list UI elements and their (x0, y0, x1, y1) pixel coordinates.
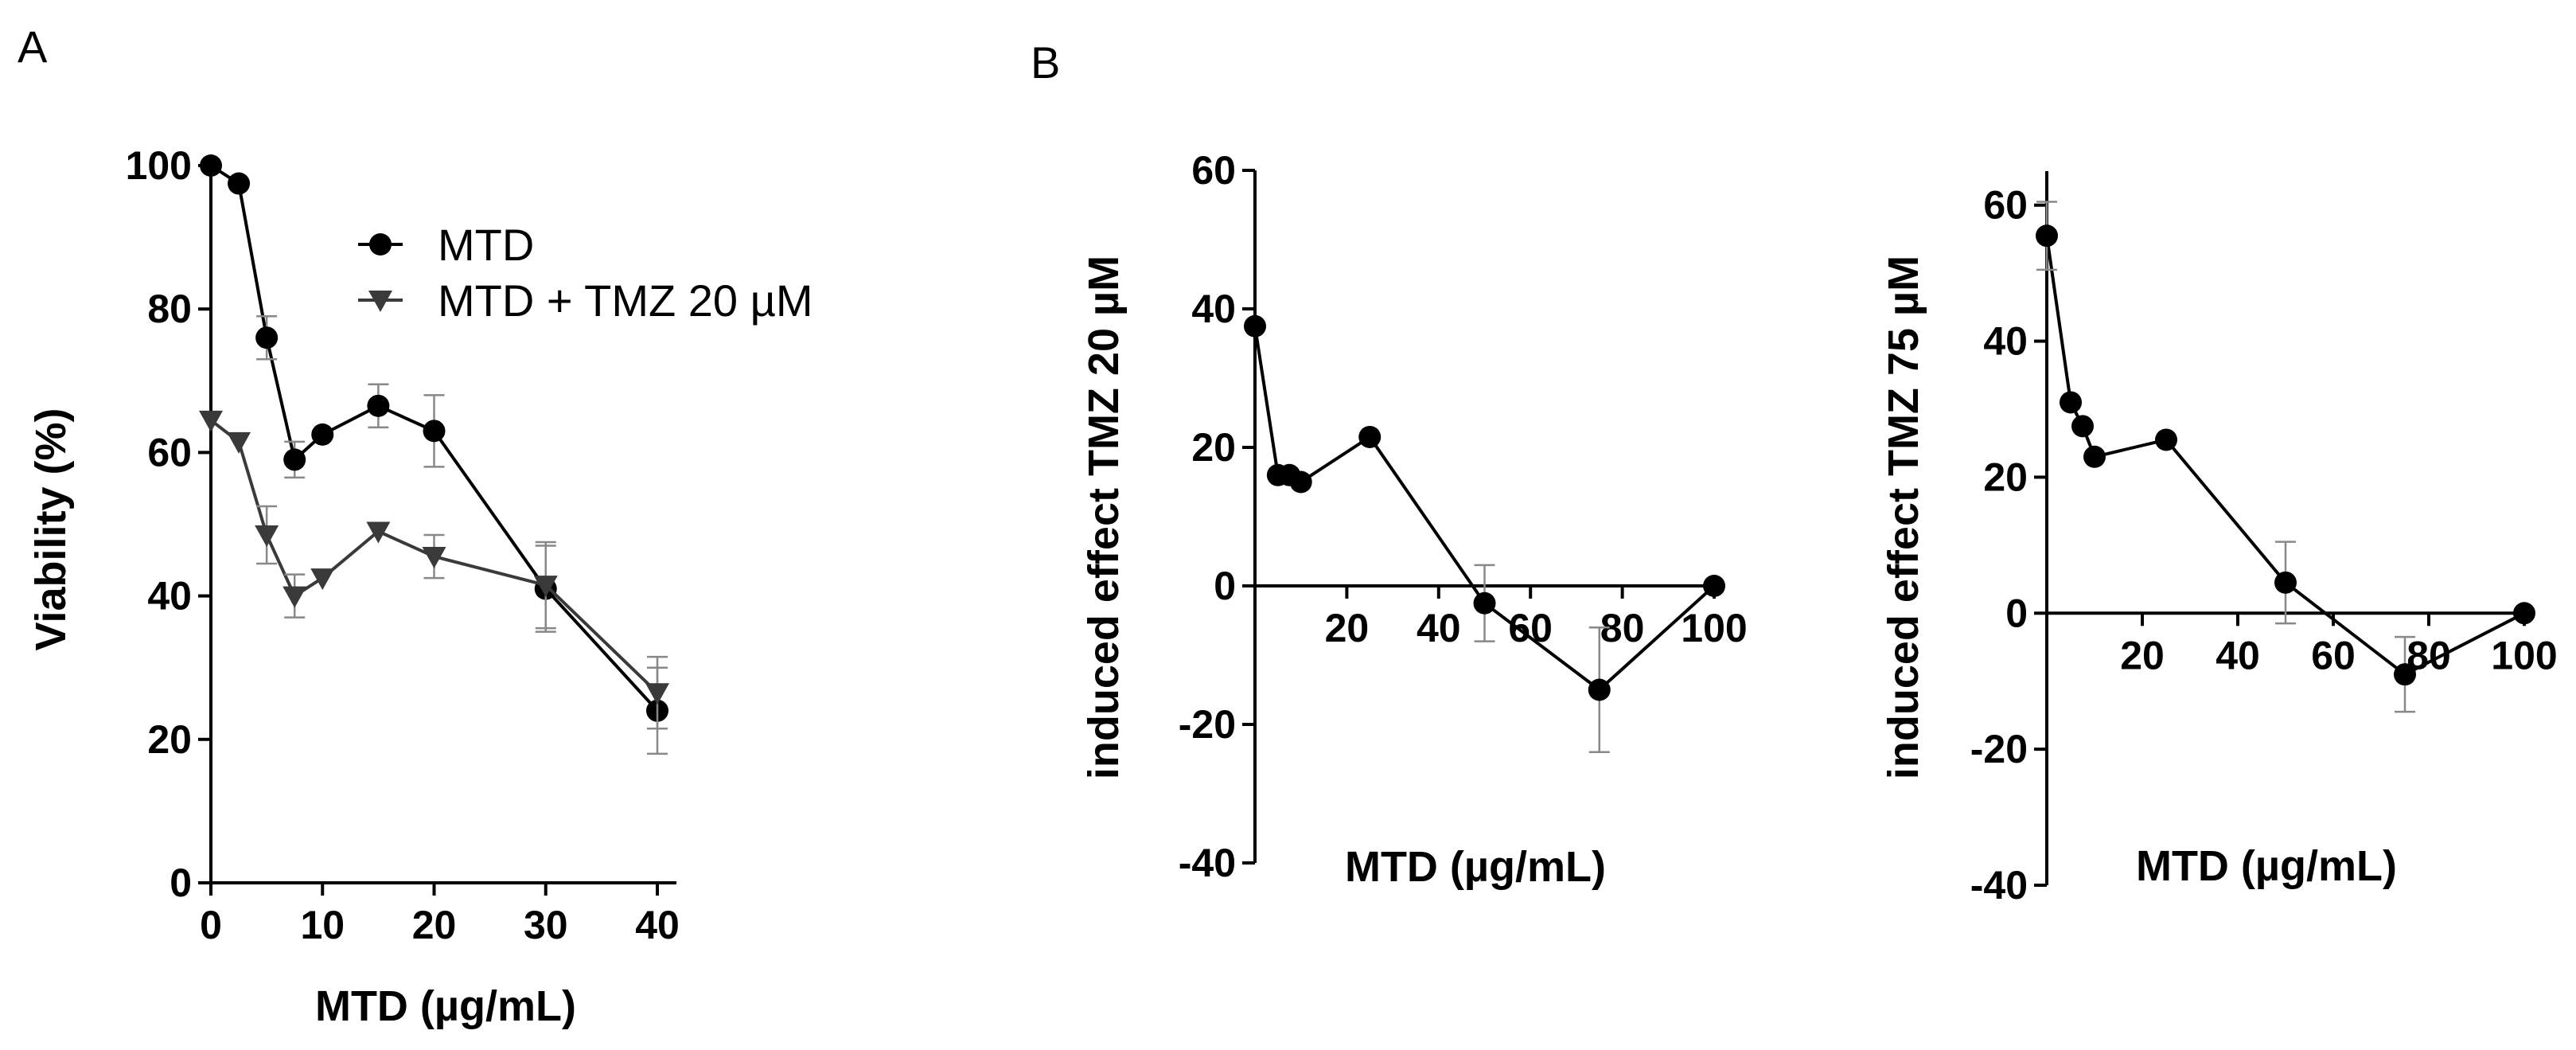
y-axis-title: Viability (%) (27, 408, 75, 650)
y-tick-label: 0 (170, 861, 192, 905)
x-tick-label: 20 (2120, 633, 2165, 677)
data-point (533, 576, 558, 598)
chart-viability: 0 20 40 60 80 100 0 10 20 30 40 MTD (µg/mL) Viabilit… (27, 143, 813, 1030)
series-2 (199, 410, 669, 730)
x-tick-label: 100 (1681, 606, 1747, 650)
x-tick-label: 40 (1417, 606, 1461, 650)
legend-marker (368, 291, 392, 312)
y-tick-label: 0 (1214, 564, 1236, 608)
y-tick-label: 40 (1191, 287, 1236, 331)
x-tick-label: 20 (412, 903, 457, 947)
data-point (2060, 391, 2082, 414)
data-point (2513, 602, 2535, 625)
data-point (2036, 224, 2058, 248)
panel-letter-b: B (1031, 37, 1060, 88)
data-point (366, 521, 391, 544)
data-point (2071, 415, 2094, 438)
data-point (200, 154, 222, 177)
x-tick-label: 40 (2216, 633, 2260, 677)
y-tick-label: -20 (1970, 727, 2028, 771)
legend-label: MTD (438, 220, 534, 270)
y-tick-label: 100 (126, 143, 192, 188)
data-point (1588, 678, 1611, 701)
x-tick-label: 20 (1325, 606, 1370, 650)
x-tick-label: 60 (2311, 633, 2356, 677)
data-point (645, 683, 669, 705)
data-point (310, 568, 335, 591)
y-tick-label: 40 (147, 574, 192, 619)
data-point (1244, 314, 1266, 338)
series-1 (2036, 201, 2535, 713)
y-tick-label: 60 (147, 430, 192, 474)
legend-label: MTD + TMZ 20 µM (438, 275, 813, 326)
panel-letter-a: A (18, 21, 48, 72)
x-tick-label: 30 (524, 903, 568, 947)
y-tick-label: 20 (147, 717, 192, 762)
series-1 (200, 154, 668, 755)
x-tick-label: 100 (2491, 633, 2557, 677)
y-axis-title: induced effect TMZ 20 µM (1080, 256, 1128, 779)
y-tick-label: 0 (2005, 591, 2028, 635)
y-tick-label: 60 (1191, 148, 1236, 193)
x-axis-title: MTD (µg/mL) (315, 982, 576, 1030)
y-tick-label: 40 (1983, 319, 2028, 364)
data-point (228, 172, 251, 195)
data-point (255, 326, 279, 349)
data-point (2274, 571, 2297, 594)
data-point (423, 420, 446, 443)
x-tick-label: 0 (200, 903, 222, 947)
data-point (2083, 445, 2106, 468)
data-point (255, 525, 279, 548)
x-tick-label: 10 (300, 903, 345, 947)
x-tick-label: 40 (635, 903, 680, 947)
data-point (1289, 470, 1312, 494)
y-tick-label: -20 (1179, 702, 1236, 747)
data-point (227, 431, 251, 454)
y-tick-label: -40 (1970, 863, 2028, 908)
data-point (1473, 591, 1496, 615)
data-point (199, 410, 223, 432)
y-tick-label: 80 (147, 287, 192, 331)
y-axis-title: induced effect TMZ 75 µM (1880, 256, 1927, 779)
y-tick-label: 60 (1983, 183, 2028, 228)
data-point (367, 394, 390, 417)
y-tick-label: 20 (1983, 455, 2028, 499)
data-point (422, 547, 446, 569)
series-1 (1244, 314, 1725, 754)
data-point (1703, 575, 1725, 597)
data-point (2394, 663, 2416, 686)
data-point (2155, 428, 2177, 451)
legend-marker (369, 233, 392, 256)
x-axis-title: MTD (µg/mL) (2136, 842, 2397, 890)
y-tick-label: 20 (1191, 425, 1236, 470)
data-point (283, 586, 307, 608)
data-point (1358, 425, 1382, 448)
x-axis-title: MTD (µg/mL) (1345, 843, 1606, 891)
data-point (311, 423, 334, 446)
data-point (283, 448, 306, 471)
y-tick-label: -40 (1179, 841, 1236, 885)
